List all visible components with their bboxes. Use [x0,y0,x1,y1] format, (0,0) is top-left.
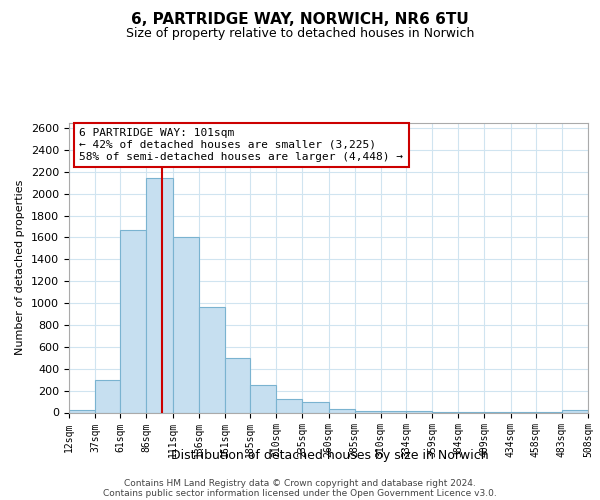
Bar [173,238,199,412]
Bar [562,410,588,412]
Bar [69,410,95,412]
Bar [120,230,146,412]
Bar [329,408,355,412]
Text: Size of property relative to detached houses in Norwich: Size of property relative to detached ho… [126,28,474,40]
Bar [225,358,250,412]
Text: 6, PARTRIDGE WAY, NORWICH, NR6 6TU: 6, PARTRIDGE WAY, NORWICH, NR6 6TU [131,12,469,28]
Y-axis label: Number of detached properties: Number of detached properties [16,180,25,355]
Text: 6 PARTRIDGE WAY: 101sqm
← 42% of detached houses are smaller (3,225)
58% of semi: 6 PARTRIDGE WAY: 101sqm ← 42% of detache… [79,128,403,162]
Bar [146,178,173,412]
Bar [276,400,302,412]
Bar [302,402,329,412]
Bar [95,380,120,412]
Bar [250,385,276,412]
Text: Contains HM Land Registry data © Crown copyright and database right 2024.: Contains HM Land Registry data © Crown c… [124,480,476,488]
Text: Contains public sector information licensed under the Open Government Licence v3: Contains public sector information licen… [103,490,497,498]
Text: Distribution of detached houses by size in Norwich: Distribution of detached houses by size … [171,448,489,462]
Bar [199,308,225,412]
